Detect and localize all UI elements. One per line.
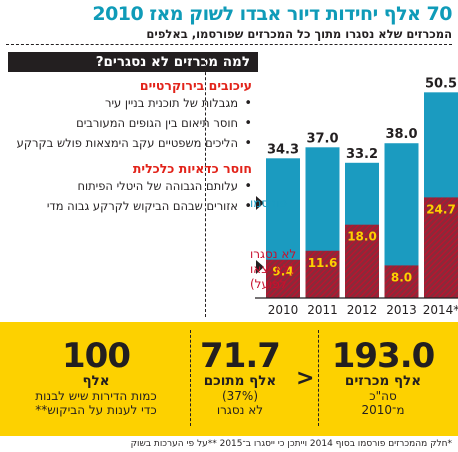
data-label-published-2: 33.2: [346, 147, 378, 162]
data-label-unclosed-2: 18.0: [347, 230, 377, 244]
reason-category-bureaucratic: עיכובים בירוקרטיים: [139, 78, 252, 93]
stat-total-tenders: 193.0 אלף מכרזים סה"כ מ־2010: [318, 338, 448, 417]
summary-divider: [318, 330, 319, 426]
reasons-heading: למה מכרזים לא נסגרים?: [8, 52, 258, 72]
reason-item: אזורים שבהם הביקוש לקרקע גבוה מדי: [8, 199, 252, 214]
stat-unclosed-text1: (37%): [221, 389, 259, 403]
stat-unclosed-label: אלף מתוכם: [203, 373, 277, 389]
legend-unclosed-line3: לפועל): [250, 277, 287, 291]
section-divider: [205, 52, 206, 317]
stat-demand-text2: כדי לענות על הביקוש**: [35, 403, 157, 417]
legend-unclosed-line1: לא נסגרו: [250, 247, 296, 261]
stat-demand-text1: כמות הדירות שיש לבנות: [35, 389, 157, 403]
summary-panel: [0, 322, 458, 436]
stat-unclosed: 71.7 אלף מתוכם (37%) לא נסגרו: [190, 338, 290, 417]
stat-demand-label: אלף: [82, 373, 110, 389]
data-label-published-1: 37.0: [306, 131, 338, 146]
footnote: *חלק מהמכרזים פורסמו בסוף 2014 וייתכן כי…: [130, 439, 452, 449]
stat-demand-value: 100: [62, 336, 131, 376]
legend-arrow-unclosed: [256, 260, 264, 274]
legend-published: פורסמו: [250, 196, 287, 210]
bar-unclosed-3: [384, 265, 419, 298]
data-label-published-0: 34.3: [267, 142, 299, 157]
header-divider: [6, 44, 452, 45]
data-label-unclosed-4: 24.7: [426, 202, 456, 216]
page-title: 70 אלף יחידות דיור אבדו לשוק מאז 2010: [92, 3, 452, 25]
bar-unclosed-2: [345, 224, 379, 298]
x-tick-label-1: 2011: [307, 303, 338, 317]
stat-total-label: אלף מכרזים: [344, 373, 422, 389]
legend-unclosed-line2: (לא יצאו: [250, 262, 294, 276]
stat-unclosed-value: 71.7: [200, 336, 281, 376]
stat-unclosed-text2: לא נסגרו: [216, 403, 264, 417]
data-label-published-3: 38.0: [385, 127, 417, 142]
stat-demand: 100 אלף כמות הדירות שיש לבנות כדי לענות …: [6, 338, 186, 417]
reason-item: הליכים משפטיים עקב הימצאות פולש בקרקע: [8, 136, 252, 151]
stat-total-text2: מ־2010: [361, 403, 405, 417]
stat-total-text1: סה"כ: [369, 389, 397, 403]
less-than-symbol: >: [296, 366, 315, 391]
x-tick-label-3: 2013: [386, 303, 417, 317]
data-label-unclosed-3: 8.0: [391, 270, 412, 284]
bar-chart: 34.3 9.4 2010 37.0 11.6 2011 33.2 18.0 2012 38.0 8…: [250, 76, 458, 317]
reasons-list: עיכובים בירוקרטיים מגבלות של תוכנית בניי…: [8, 78, 252, 219]
reason-category-economic: חוסר כדאיות כלכלית: [132, 161, 252, 176]
bar-unclosed-4: [424, 197, 458, 298]
data-label-unclosed-0: 9.4: [272, 265, 293, 279]
reason-item: חוסר תיאום בין הגופים המעורבים: [8, 116, 252, 131]
x-tick-label-2: 2012: [347, 303, 378, 317]
legend-arrow-published: [256, 196, 264, 210]
reason-item: עלותם הגבוהה של היטלי הפיתוח: [8, 179, 252, 194]
summary-divider: [190, 330, 191, 426]
data-label-published-4: 50.5: [425, 76, 457, 91]
data-label-unclosed-1: 11.6: [308, 256, 338, 270]
x-tick-label-0: 2010: [268, 303, 299, 317]
page-subtitle: המכרזים שלא נסגרו מתוך כל המכרזים שפורסמ…: [146, 27, 452, 41]
bar-unclosed-0: [266, 259, 300, 298]
x-tick-label-4: *2014: [423, 303, 458, 317]
stat-total-value: 193.0: [331, 336, 436, 376]
reason-item: מגבלות של תוכנית בניין עיר: [8, 96, 252, 111]
bar-unclosed-1: [305, 250, 340, 298]
